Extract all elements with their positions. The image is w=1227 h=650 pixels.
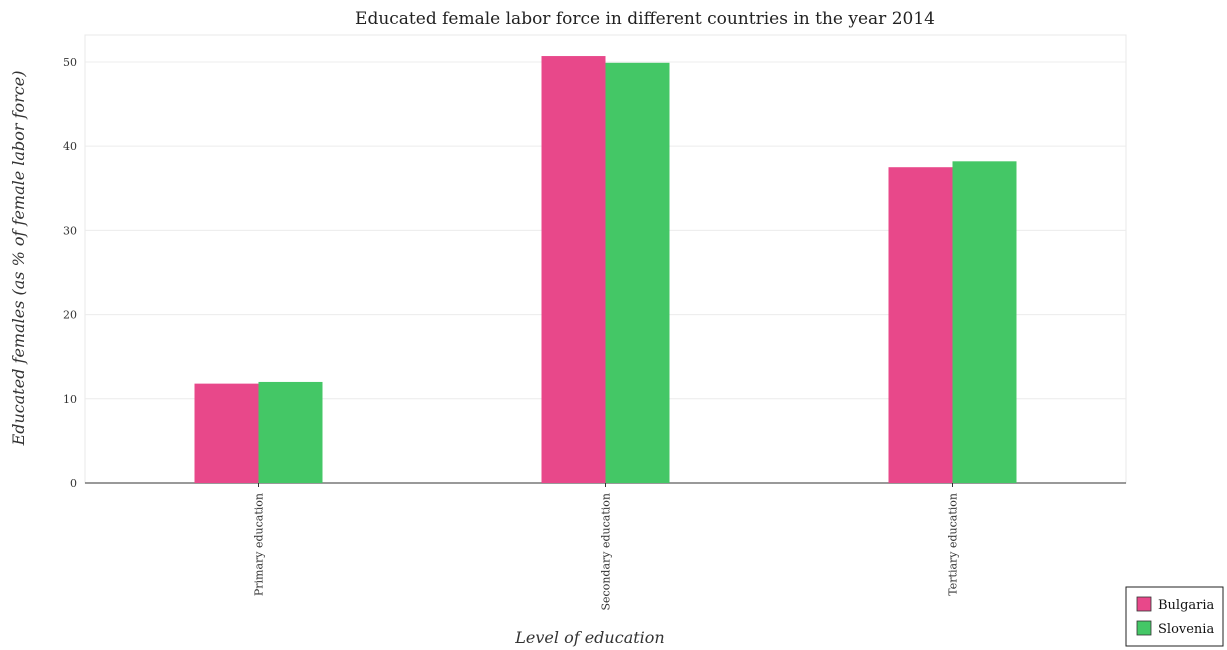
bar-slovenia-2 xyxy=(605,62,670,483)
x-tick-label: Tertiary education xyxy=(947,493,960,596)
legend-label-bulgaria: Bulgaria xyxy=(1158,598,1215,613)
legend: Bulgaria Slovenia xyxy=(1125,586,1224,647)
bar-bulgaria-1 xyxy=(194,383,259,483)
tick-labels: 0 10 20 30 40 50 Primary education Secondary ed… xyxy=(63,56,960,611)
bar-slovenia-3 xyxy=(952,161,1017,483)
y-tick-label: 50 xyxy=(63,56,77,69)
y-tick-label: 20 xyxy=(63,309,77,322)
chart-title: Educated female labor force in different… xyxy=(355,9,935,29)
y-tick-label: 40 xyxy=(63,140,77,153)
y-axis-label: Educated females (as % of female labor f… xyxy=(9,71,28,447)
legend-box xyxy=(1125,586,1224,647)
legend-swatch-bulgaria xyxy=(1136,596,1152,612)
legend-swatch-slovenia xyxy=(1136,620,1152,636)
bar-bulgaria-3 xyxy=(888,167,953,484)
bars xyxy=(194,56,1017,484)
y-tick-label: 30 xyxy=(63,224,77,237)
bar-bulgaria-2 xyxy=(541,56,606,483)
legend-label-slovenia: Slovenia xyxy=(1158,622,1214,637)
y-tick-label: 0 xyxy=(70,477,77,490)
y-tick-label: 10 xyxy=(63,393,77,406)
x-tick-label: Primary education xyxy=(253,493,266,596)
x-tick-label: Secondary education xyxy=(600,493,613,610)
x-axis-label: Level of education xyxy=(514,628,664,647)
bar-slovenia-1 xyxy=(258,381,323,483)
